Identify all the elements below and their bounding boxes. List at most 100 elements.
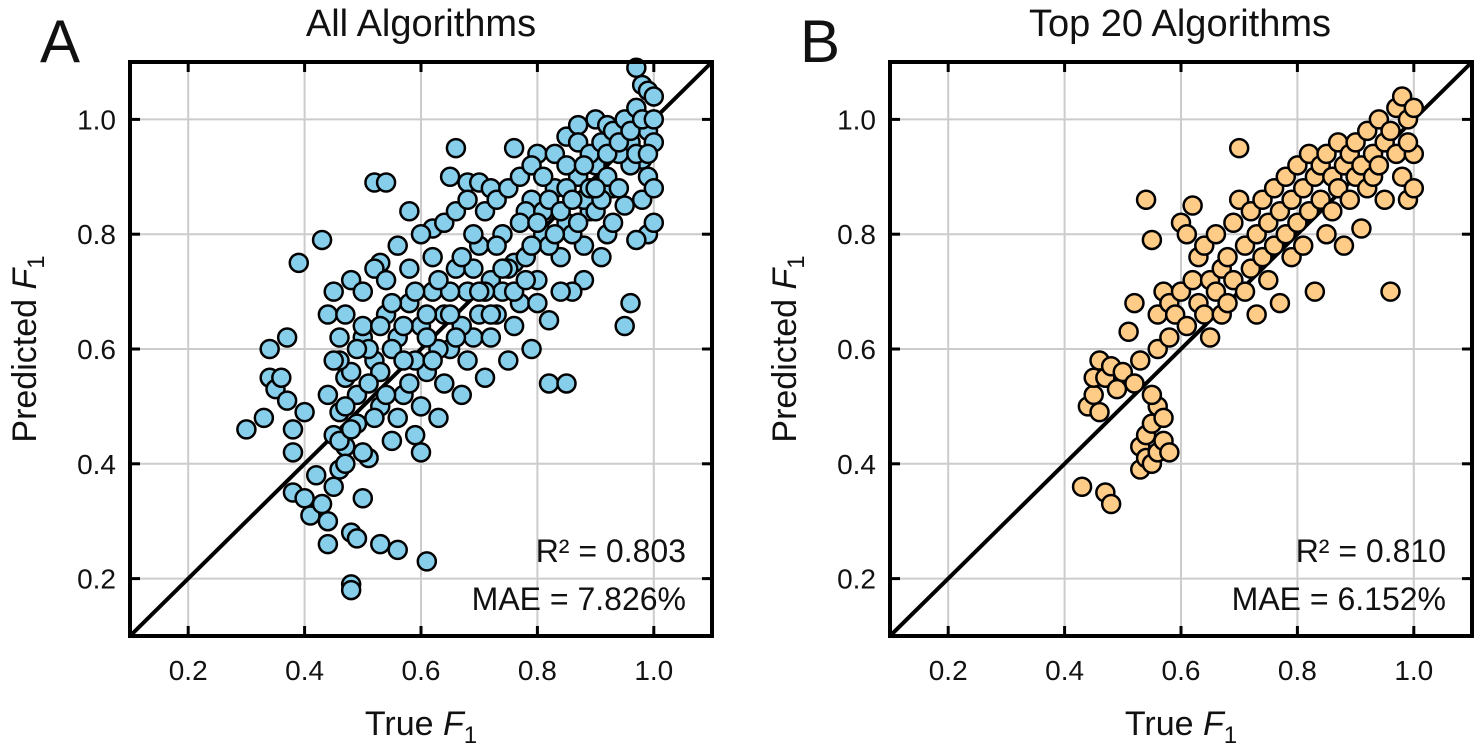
data-point: [352, 442, 374, 463]
data-point: [480, 304, 502, 325]
data-point: [1374, 189, 1395, 211]
data-point: [294, 487, 315, 509]
data-point: [608, 178, 630, 199]
data-point: [340, 579, 362, 601]
data-point: [358, 373, 379, 394]
data-point: [335, 453, 356, 475]
data-point: [498, 350, 519, 371]
data-point: [591, 246, 612, 268]
panel-b: B Top 20 Algorithms 0.2 0.4 0.6 0.8 1.00.20.…: [766, 3, 1474, 749]
data-point: [556, 155, 577, 176]
data-point: [323, 350, 344, 371]
data-point: [1159, 442, 1180, 463]
data-point: [439, 166, 461, 188]
data-point: [276, 390, 298, 411]
data-point: [422, 246, 443, 268]
y-tick-label: 1.0: [77, 104, 116, 135]
data-point: [643, 86, 665, 107]
data-point: [323, 476, 344, 498]
data-point: [352, 315, 374, 337]
data-point: [521, 338, 542, 360]
data-point: [311, 229, 333, 251]
data-point: [399, 373, 420, 394]
data-point: [637, 143, 659, 165]
data-point: [1228, 137, 1250, 159]
data-point: [550, 281, 571, 302]
chart-title: All Algorithms: [306, 3, 536, 45]
data-point: [329, 327, 350, 348]
data-point: [474, 367, 496, 388]
data-point: [1234, 281, 1256, 302]
data-point: [1199, 327, 1221, 348]
data-point: [1124, 292, 1145, 314]
data-point: [1182, 269, 1203, 291]
tick-labels: 0.2 0.4 0.6 0.8 1.0 0.2 0.4 0.6 0.8 1.0: [837, 104, 1433, 686]
data-point: [527, 212, 548, 233]
data-point: [410, 442, 432, 463]
data-point: [468, 281, 490, 302]
data-point: [1135, 189, 1157, 211]
x-tick-label: 1.0: [634, 655, 673, 686]
data-point: [620, 292, 641, 314]
panel-letter: B: [800, 8, 840, 75]
data-point: [434, 373, 455, 394]
y-axis-label: Predicted F1: [6, 255, 50, 442]
data-point: [387, 407, 408, 429]
data-point: [626, 229, 647, 251]
x-tick-label: 0.6: [1162, 655, 1201, 686]
data-point: [1223, 212, 1244, 233]
data-point: [1205, 223, 1227, 245]
data-point: [492, 258, 513, 279]
data-point: [335, 304, 356, 325]
x-axis-label: True F1: [365, 705, 477, 749]
data-point: [375, 269, 397, 291]
data-point: [1380, 120, 1401, 142]
data-point: [340, 419, 362, 440]
data-point: [1368, 155, 1390, 176]
y-tick-label: 0.6: [77, 334, 116, 365]
data-point: [445, 327, 467, 348]
data-point: [1176, 315, 1198, 337]
data-point: [643, 212, 665, 233]
data-point: [521, 235, 542, 256]
y-tick-label: 0.2: [77, 564, 116, 595]
data-point: [527, 292, 548, 314]
data-point: [532, 166, 554, 188]
data-point: [614, 315, 635, 337]
data-point: [503, 315, 525, 337]
data-point: [410, 223, 432, 245]
data-point: [439, 304, 461, 325]
y-tick-label: 0.6: [837, 334, 876, 365]
y-tick-label: 0.4: [77, 449, 116, 480]
data-point: [393, 315, 414, 337]
data-point: [538, 310, 560, 331]
tick-marks: [130, 62, 712, 636]
data-point: [614, 195, 635, 216]
data-point: [428, 407, 449, 429]
data-point: [451, 384, 472, 406]
data-point: [451, 246, 472, 268]
data-point: [1130, 350, 1151, 371]
chart-title: Top 20 Algorithms: [1029, 3, 1331, 45]
data-point: [585, 178, 606, 199]
data-point: [1269, 292, 1291, 314]
data-point: [515, 269, 537, 291]
data-point: [509, 212, 531, 233]
data-point: [538, 373, 560, 394]
x-tick-label: 0.6: [402, 655, 441, 686]
tick-marks: [890, 62, 1472, 636]
data-point: [305, 465, 327, 486]
data-point: [573, 155, 595, 176]
data-point: [445, 137, 467, 159]
data-point: [416, 304, 438, 325]
data-point: [410, 396, 432, 417]
data-point: [556, 373, 577, 394]
data-point: [1100, 493, 1122, 515]
y-axis-label: Predicted F1: [766, 255, 810, 442]
data-point: [282, 419, 304, 440]
data-point: [503, 137, 525, 159]
data-point: [393, 350, 414, 371]
data-point: [1217, 246, 1238, 268]
data-point: [567, 114, 589, 136]
